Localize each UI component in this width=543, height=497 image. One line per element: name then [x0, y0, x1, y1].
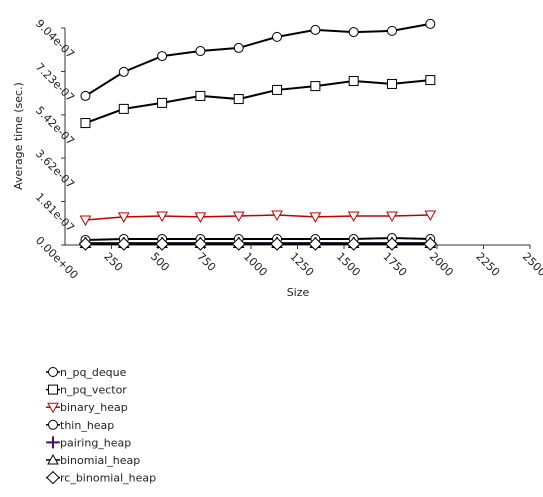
- legend-label: binary_heap: [60, 401, 128, 414]
- data-point: [346, 237, 361, 251]
- data-point: [232, 237, 246, 251]
- legend-label: n_pq_vector: [60, 384, 127, 397]
- x-tick-label: 2500: [520, 250, 543, 279]
- data-point: [232, 211, 245, 222]
- data-point: [425, 75, 436, 86]
- x-tick-label: 1750: [380, 250, 409, 279]
- data-point: [117, 237, 131, 251]
- data-point: [195, 90, 206, 101]
- data-point: [348, 27, 359, 38]
- legend-marker: [47, 453, 59, 465]
- legend-marker: [48, 384, 58, 395]
- data-point: [156, 211, 168, 222]
- data-point: [118, 66, 129, 77]
- legend-label: rc_binomial_heap: [60, 472, 156, 485]
- data-point: [386, 78, 397, 89]
- data-point: [233, 42, 244, 53]
- data-point: [155, 237, 169, 251]
- legend-label: thin_heap: [60, 419, 114, 432]
- data-point: [157, 51, 168, 62]
- data-point: [271, 210, 283, 222]
- x-tick-label: 750: [194, 250, 218, 274]
- x-tick-label: 2000: [427, 250, 456, 279]
- data-point: [80, 90, 91, 101]
- data-point: [385, 237, 399, 251]
- legend-marker: [48, 419, 58, 430]
- y-tick-label: 3.62e-07: [33, 147, 77, 191]
- legend-label: pairing_heap: [60, 436, 131, 449]
- series-line: [85, 214, 431, 221]
- data-point: [118, 103, 129, 114]
- data-point: [79, 215, 92, 227]
- data-point: [308, 237, 323, 251]
- data-point: [233, 94, 244, 105]
- x-tick-label: 250: [101, 250, 125, 274]
- y-tick-label: 5.42e-07: [33, 104, 77, 148]
- x-tick-label: 500: [148, 250, 172, 274]
- data-point: [386, 25, 397, 36]
- x-axis-label: Size: [287, 286, 310, 299]
- data-point: [194, 212, 207, 223]
- data-point: [157, 97, 168, 108]
- data-point: [272, 31, 283, 42]
- data-point: [386, 211, 398, 222]
- series-line: [85, 237, 431, 241]
- data-point: [423, 237, 438, 251]
- data-point: [348, 76, 359, 87]
- data-point: [310, 81, 321, 92]
- data-point: [195, 46, 206, 57]
- series-line: [84, 22, 431, 97]
- x-tick-label: 1250: [287, 250, 316, 279]
- legend-marker: [47, 402, 59, 414]
- x-tick-label: 1500: [334, 250, 363, 279]
- y-axis-label: Average time (sec.): [12, 82, 25, 190]
- legend-label: n_pq_deque: [60, 366, 127, 379]
- legend-label: binomial_heap: [60, 454, 140, 467]
- legend-marker: [47, 436, 59, 449]
- data-point: [117, 212, 130, 223]
- legend-marker: [48, 367, 58, 377]
- legend-marker: [46, 470, 60, 485]
- data-point: [78, 237, 93, 251]
- data-point: [309, 212, 322, 223]
- y-tick-label: 9.04e-07: [33, 17, 77, 61]
- y-tick-label: 0.00e+00: [33, 234, 81, 282]
- data-point: [80, 118, 91, 129]
- data-point: [310, 24, 321, 35]
- x-tick-label: 1000: [241, 250, 270, 279]
- y-tick-label: 7.23e-07: [33, 60, 77, 104]
- data-point: [193, 237, 208, 251]
- y-tick-label: 1.81e-07: [33, 190, 77, 234]
- data-point: [272, 84, 283, 95]
- data-point: [270, 237, 284, 251]
- x-tick-label: 2250: [473, 250, 502, 279]
- data-point: [425, 18, 436, 29]
- data-point: [424, 210, 437, 222]
- series-line: [85, 79, 431, 124]
- data-point: [347, 211, 360, 222]
